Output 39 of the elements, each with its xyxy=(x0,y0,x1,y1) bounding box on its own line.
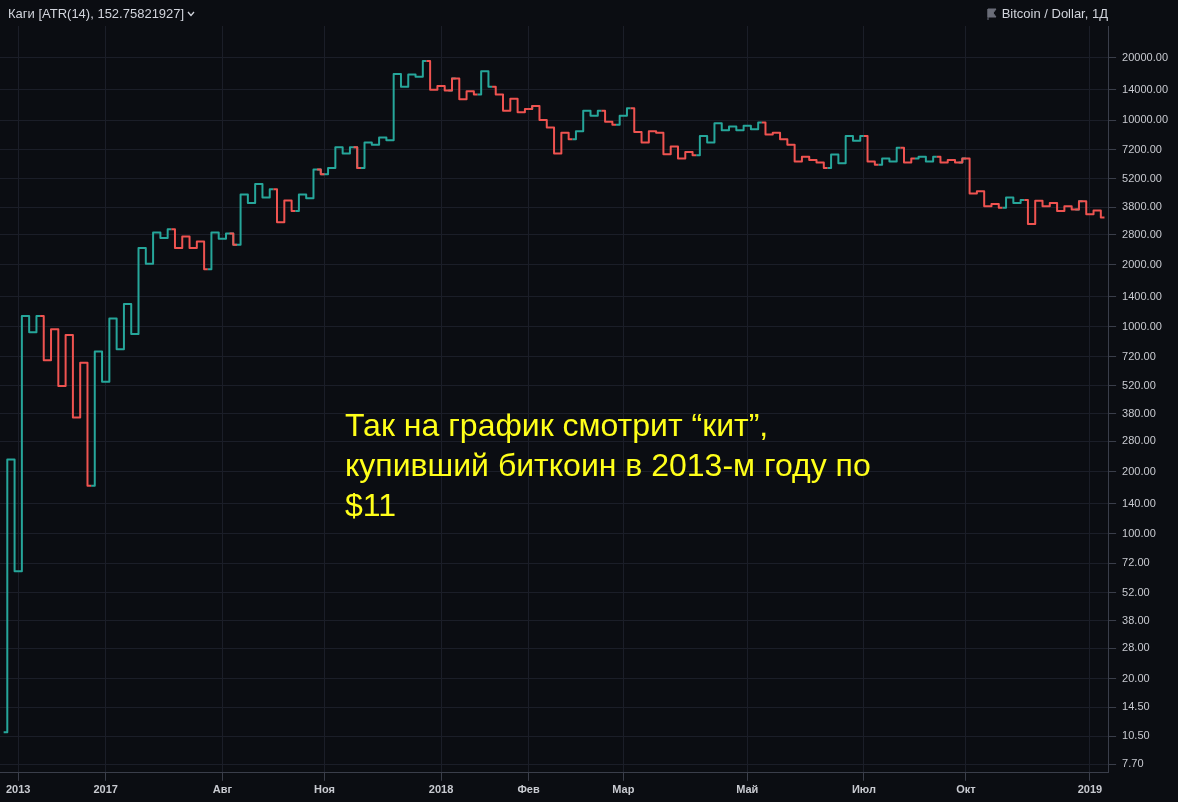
x-tick-label: 2019 xyxy=(1077,783,1103,796)
x-tick-label: Мар xyxy=(612,783,635,796)
x-tick-label: Авг xyxy=(212,783,233,796)
y-tick-label: 2800.00 xyxy=(1122,227,1162,240)
x-tick-label: Июл xyxy=(851,783,876,796)
y-tick-label: 200.00 xyxy=(1122,464,1156,477)
y-tick-label: 14.50 xyxy=(1122,700,1150,713)
y-tick-label: 1400.00 xyxy=(1122,289,1162,302)
y-tick-label: 140.00 xyxy=(1122,496,1156,509)
annotation: Так на график смотрит “кит”, купивший биткоин в 2013-м году по $11 xyxy=(345,406,872,525)
y-tick-label: 1000.00 xyxy=(1122,320,1162,333)
y-tick-label: 28.00 xyxy=(1122,641,1150,654)
y-tick-label: 38.00 xyxy=(1122,613,1150,626)
x-tick-label: 2018 xyxy=(428,783,454,796)
y-tick-label: 3800.00 xyxy=(1122,200,1162,213)
y-tick-label: 10000.00 xyxy=(1122,113,1169,126)
y-tick-label: 52.00 xyxy=(1122,585,1150,598)
y-tick-label: 7.70 xyxy=(1122,757,1144,770)
chart-title: Каги [ATR(14), 152.75821927] xyxy=(8,6,185,21)
y-tick-label: 72.00 xyxy=(1122,556,1150,569)
x-tick-label: 2017 xyxy=(93,783,118,796)
x-tick-label: Ноя xyxy=(313,783,335,796)
x-tick-label: Фев xyxy=(517,783,540,796)
x-tick-label: Окт xyxy=(956,783,977,796)
y-tick-label: 20.00 xyxy=(1122,671,1150,684)
y-tick-label: 20000.00 xyxy=(1122,50,1169,63)
y-tick-label: 380.00 xyxy=(1122,406,1156,419)
y-tick-label: 5200.00 xyxy=(1122,171,1162,184)
y-tick-label: 520.00 xyxy=(1122,378,1156,391)
y-tick-label: 10.50 xyxy=(1122,729,1150,742)
y-tick-label: 100.00 xyxy=(1122,526,1156,539)
x-tick-label: 2013 xyxy=(5,783,31,796)
y-tick-label: 7200.00 xyxy=(1122,142,1162,155)
y-tick-label: 14000.00 xyxy=(1122,82,1169,95)
chart-subtitle: Bitcoin / Dollar, 1Д xyxy=(1001,6,1108,21)
y-tick-label: 720.00 xyxy=(1122,349,1156,362)
y-tick-label: 2000.00 xyxy=(1122,257,1162,270)
y-tick-label: 280.00 xyxy=(1122,434,1156,447)
x-tick-label: Май xyxy=(736,783,759,796)
